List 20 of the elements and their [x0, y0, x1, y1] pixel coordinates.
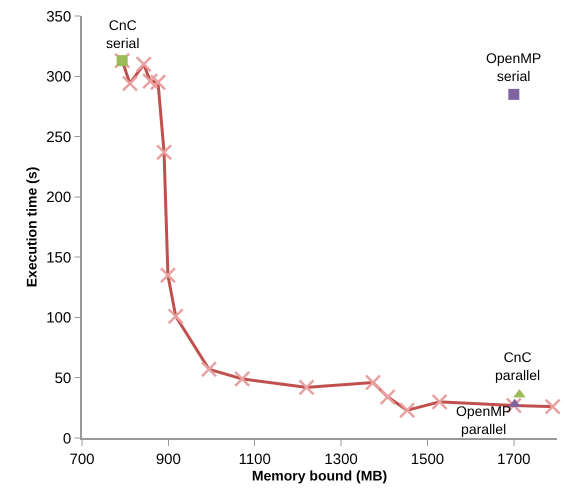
x-axis-title: Memory bound (MB) [252, 468, 388, 484]
y-axis-title: Execution time (s) [23, 166, 40, 288]
x-tick-label: 700 [69, 450, 95, 468]
y-tick-label: 350 [46, 8, 72, 26]
x-tick-label: 1500 [410, 450, 444, 468]
y-tick-label: 150 [46, 249, 72, 266]
y-tick-label: 200 [46, 189, 72, 206]
annotation: OpenMP serial [486, 50, 542, 84]
x-tick-label: 1700 [497, 450, 531, 468]
y-tick-label: 50 [54, 370, 72, 387]
x-tick-label: 1100 [238, 450, 271, 468]
y-tick-label: 250 [46, 128, 72, 146]
y-tick-label: 100 [46, 310, 72, 327]
x-tick-label: 900 [156, 450, 181, 468]
y-tick-label: 300 [46, 68, 72, 86]
annotation: OpenMP parallel [456, 403, 512, 438]
annotation: CnC parallel [495, 349, 540, 384]
y-tick-label: 0 [62, 430, 72, 448]
annotation: CnC serial [106, 17, 140, 52]
x-tick-label: 1300 [324, 450, 358, 468]
